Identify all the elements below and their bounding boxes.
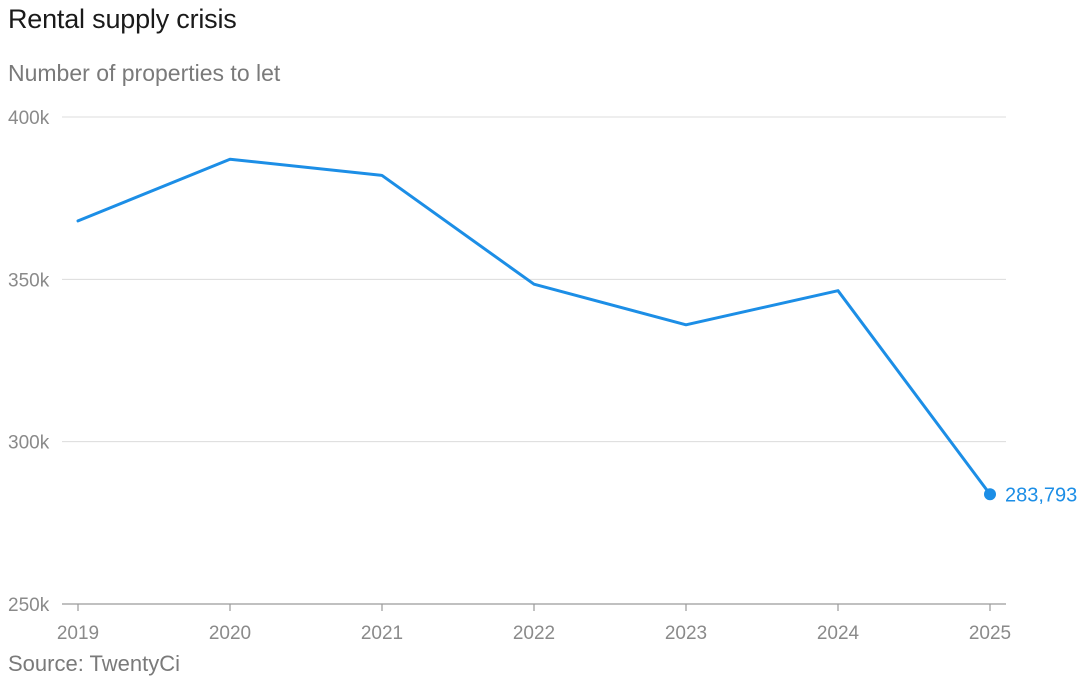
end-point-marker [984, 488, 996, 501]
x-tick-label: 2023 [665, 623, 707, 644]
source-note: Source: TwentyCi [8, 651, 181, 676]
x-tick-label: 2022 [513, 623, 555, 644]
end-value-label: 283,793 [1005, 484, 1077, 506]
x-axis-ticks: 2019 2020 2021 2022 2023 2024 2025 [57, 604, 1011, 644]
series [76, 157, 996, 501]
x-tick-label: 2020 [209, 623, 251, 644]
y-axis-ticks: 250k 300k 350k 400k [8, 108, 50, 616]
chart-subtitle: Number of properties to let [8, 60, 281, 86]
x-tick-label: 2024 [817, 623, 860, 644]
x-tick-label: 2025 [969, 623, 1011, 644]
data-labels: 283,793 [1005, 484, 1077, 506]
y-tick-label: 400k [8, 108, 50, 129]
y-tick-label: 250k [8, 595, 50, 616]
x-tick-label: 2021 [361, 623, 403, 644]
chart-title: Rental supply crisis [8, 4, 237, 34]
series-line [76, 157, 992, 496]
gridlines [62, 116, 1006, 605]
x-tick-label: 2019 [57, 623, 99, 644]
y-tick-label: 300k [8, 433, 50, 454]
y-tick-label: 350k [8, 270, 50, 291]
